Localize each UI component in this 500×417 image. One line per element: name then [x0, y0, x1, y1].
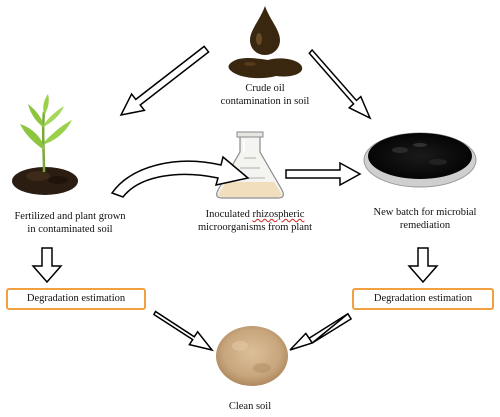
arrow-oil-to-plant [119, 45, 210, 117]
label-plant-line2: in contaminated soil [27, 224, 113, 235]
clean-soil-icon [216, 326, 288, 386]
arrow-flask-to-batch [285, 161, 362, 187]
label-crude-oil-line2: contamination in soil [220, 96, 310, 107]
label-flask: Inoculated rhizospheric microorganisms f… [185, 208, 325, 234]
arrow-plant-to-flask [110, 155, 250, 198]
label-batch-line2: remediation [399, 220, 451, 231]
oil-puddle-icon [228, 58, 303, 79]
label-batch: New batch for microbial remediation [360, 206, 490, 232]
label-flask-line1-a: Inoculated [205, 209, 253, 220]
label-plant-line1: Fertilized and plant grown [14, 211, 126, 222]
label-crude-oil-line1: Crude oil [245, 83, 285, 94]
arrow-batch-to-box [407, 247, 439, 284]
label-clean-soil: Clean soil [228, 401, 272, 412]
plant-seedling-icon [12, 94, 78, 195]
label-flask-line1-b: rhizospheric [252, 209, 305, 220]
petri-dish-icon [363, 132, 477, 188]
arrow-box-to-clean-right [289, 312, 353, 351]
label-flask-line2: microorganisms from plant [197, 222, 313, 233]
arrow-plant-to-box [31, 247, 63, 284]
label-flask-line1: Inoculated rhizospheric [185, 208, 325, 221]
label-batch-line1: New batch for microbial [373, 207, 477, 218]
label-plant: Fertilized and plant grown in contaminat… [0, 210, 140, 236]
label-crude-oil: Crude oil contamination in soil [205, 82, 325, 108]
degradation-box-left: Degradation estimation [6, 288, 146, 310]
oil-drop-icon [250, 6, 280, 55]
arrow-box-to-clean-left [152, 310, 214, 352]
arrow-oil-to-batch [308, 48, 372, 120]
degradation-box-right: Degradation estimation [352, 288, 494, 310]
